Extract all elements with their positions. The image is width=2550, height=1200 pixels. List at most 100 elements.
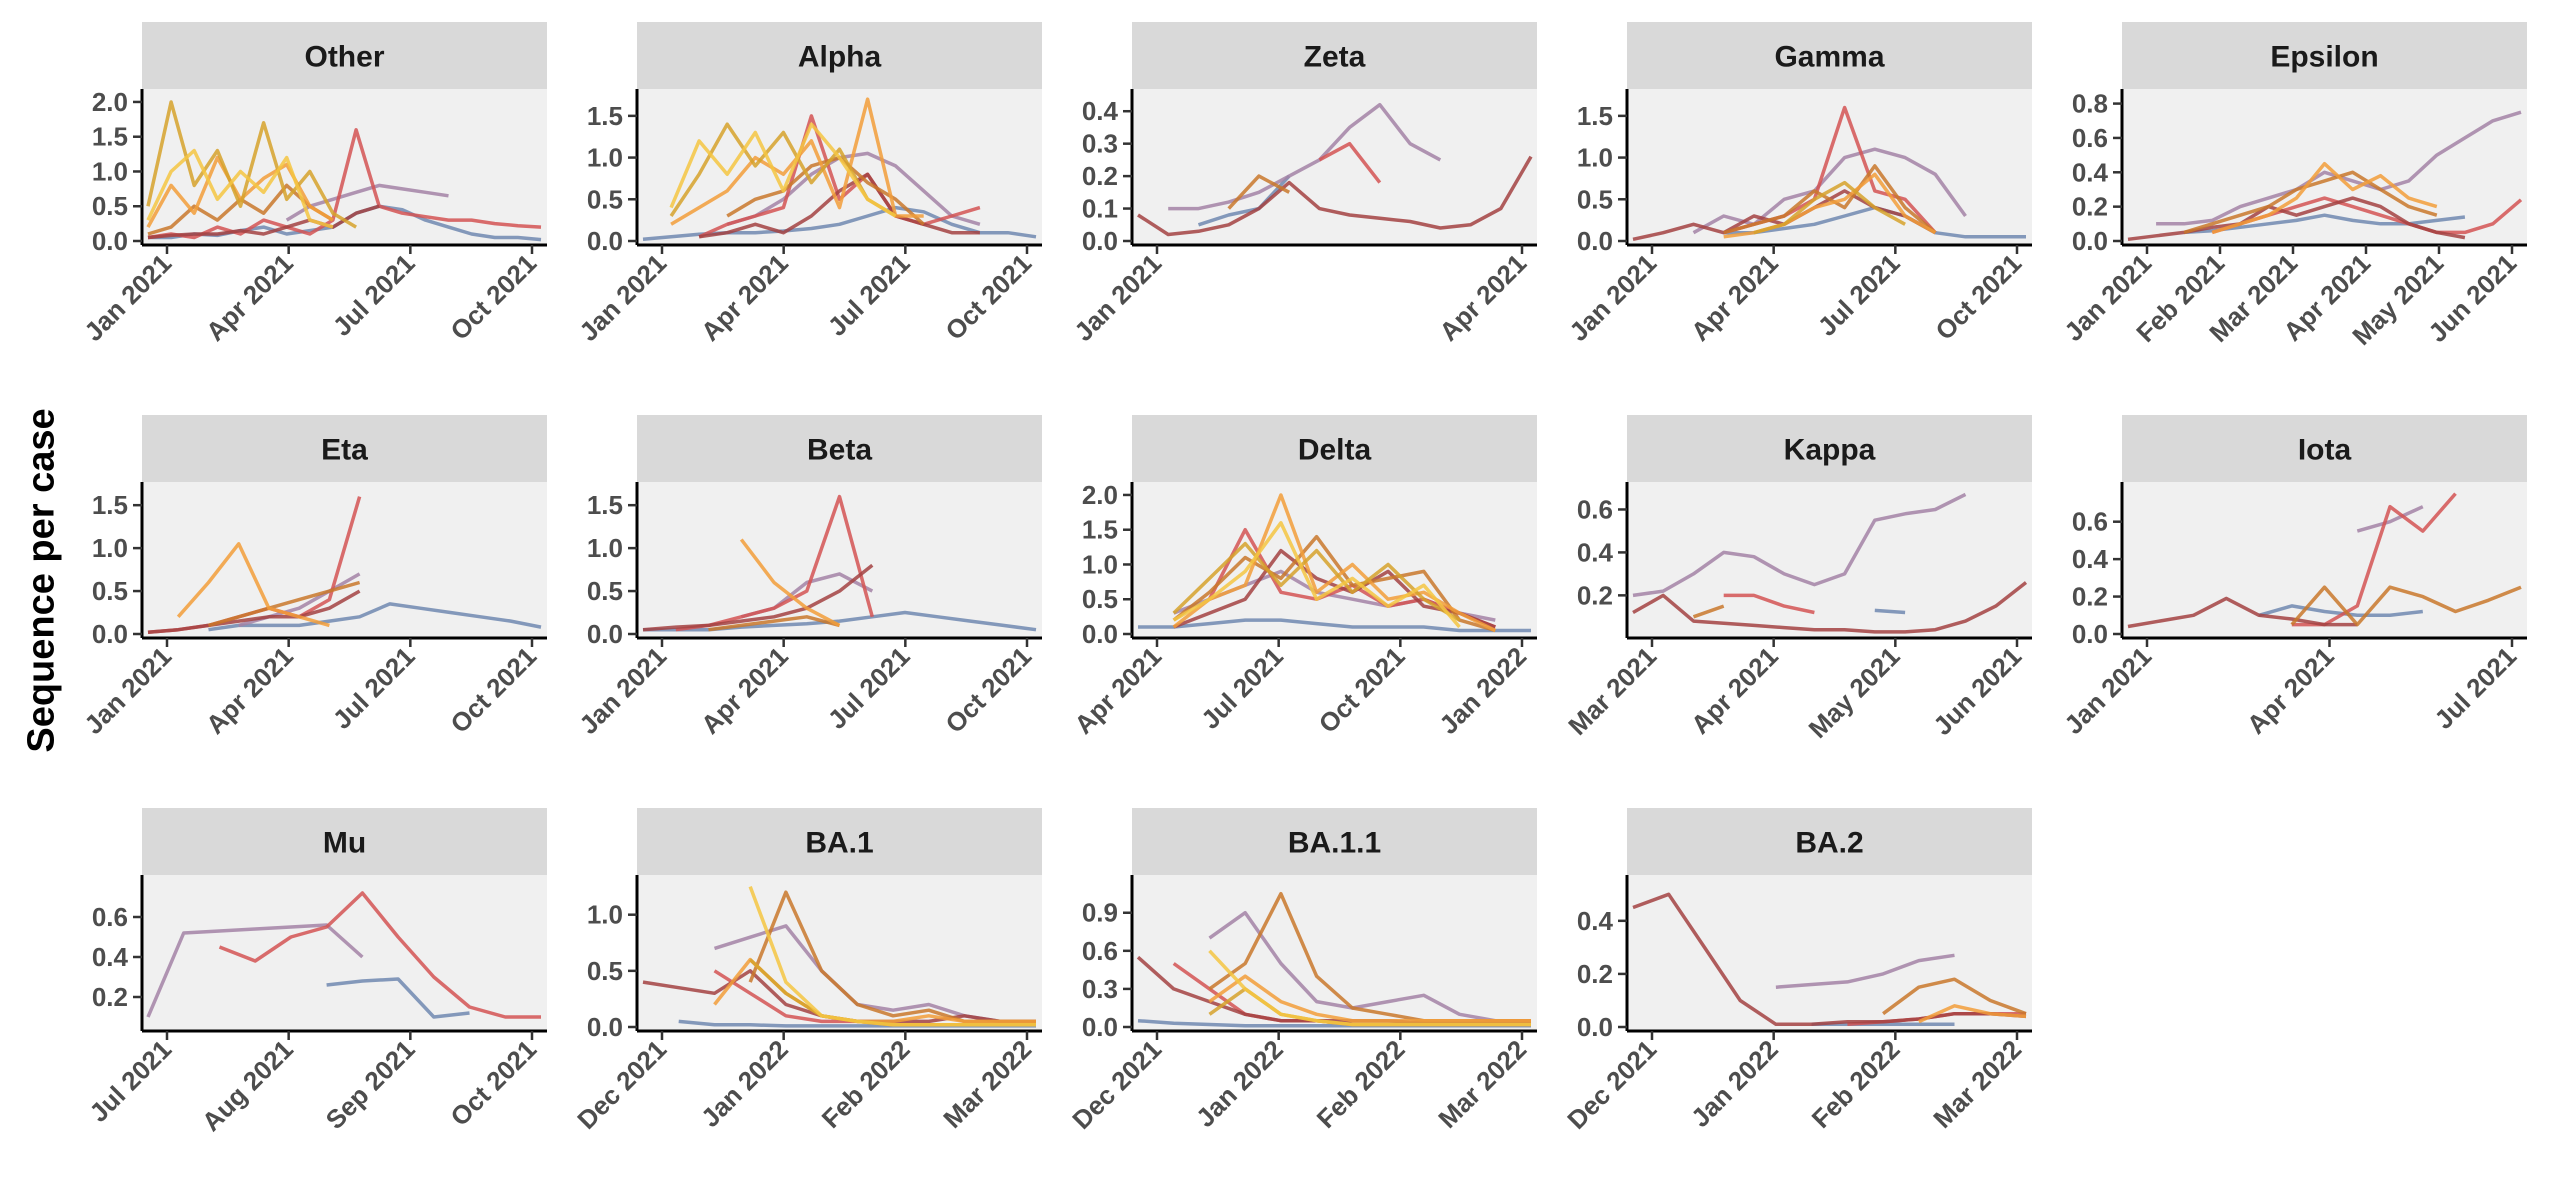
facet-panel: Delta 0.0 0.5 1.0 1.5 2.0 Apr 2021 Jul 2021 Oct … [1068,415,1537,740]
y-tick-label: 0.5 [1577,184,1613,214]
series-line [1208,910,1531,1023]
series-line [708,615,840,632]
facet-title: Epsilon [2270,41,2378,74]
series-line [1632,492,1967,598]
x-tick-label: Mar 2022 [1927,1034,2027,1134]
y-tick-label: 1.0 [587,143,623,173]
facet-strip [142,808,547,875]
y-tick-label: 0.4 [1577,537,1614,567]
x-tick-label: Jan 2022 [1190,1034,1289,1133]
x-tick-label: Oct 2021 [444,1034,542,1132]
series-line [218,891,541,1019]
y-tick-label: 0.1 [1082,194,1118,224]
x-tick-label: Jan 2021 [1563,248,1662,347]
facet-strip [1627,22,2032,89]
series-line [748,885,1036,1027]
series-line [698,172,980,239]
facet-panel: Other 0.0 0.5 1.0 1.5 2.0 Jan 2021 Apr 2021 Jul … [78,22,547,347]
facet-panel: BA.1.1 0.0 0.3 0.6 0.9 Dec 2021 Jan 2022 Feb 20… [1066,808,1537,1135]
facet-panel: BA.2 0.0 0.2 0.4 Dec 2021 Jan 2022 Feb 2022 Mar… [1561,808,2032,1135]
x-tick-label: Feb 2022 [816,1034,916,1134]
x-tick-label: Apr 2021 [200,641,299,740]
series-line [147,204,380,240]
facet-panel: Alpha 0.0 0.5 1.0 1.5 Jan 2021 Apr 2021 Jul 202… [573,22,1042,347]
series-line [2127,596,2358,629]
y-tick-label: 0.2 [1577,580,1613,610]
facet-title: BA.1 [805,827,873,860]
series-line [1227,174,1291,210]
series-line [1318,141,1382,184]
panel-background [1132,89,1537,245]
facet-panel: Eta 0.0 0.5 1.0 1.5 Jan 2021 Apr 2021 Jul 2021 O… [78,415,547,740]
facet-title: Zeta [1304,41,1366,74]
facet-strip [1627,808,2032,875]
y-tick-label: 0.5 [587,184,623,214]
facet-title: Kappa [1784,434,1876,467]
series-line [739,538,841,627]
series-line [1172,534,1496,633]
y-tick-label: 2.0 [92,87,128,117]
x-tick-label: Oct 2021 [939,248,1037,346]
y-tick-label: 0.5 [587,956,623,986]
panel-background [142,482,547,638]
x-tick-label: Apr 2021 [695,248,794,347]
series-line [2183,170,2438,235]
y-tick-label: 0.6 [92,902,128,932]
y-tick-label: 0.6 [2072,123,2108,153]
x-tick-label: Jul 2021 [822,248,916,342]
series-line [1197,174,1291,227]
x-tick-label: Mar 2022 [937,1034,1037,1134]
y-tick-label: 0.2 [1082,161,1118,191]
y-tick-label: 0.0 [2072,619,2108,649]
x-tick-label: Dec 2021 [571,1034,672,1135]
y-tick-label: 0.4 [1082,96,1119,126]
series-line [1918,1004,2027,1024]
series-line [1874,608,1906,615]
y-tick-label: 0.0 [587,1012,623,1042]
y-tick-label: 0.2 [2072,582,2108,612]
y-tick-label: 0.0 [92,619,128,649]
y-tick-label: 0.0 [92,226,128,256]
facet-title: Other [304,41,384,74]
y-tick-label: 0.5 [92,191,128,221]
y-tick-label: 0.4 [92,942,129,972]
facet-strip [142,22,547,89]
series-line [1172,493,1497,633]
x-tick-label: Feb 2022 [1806,1034,1906,1134]
panel-background [142,875,547,1031]
y-tick-label: 1.5 [1082,515,1118,545]
y-tick-label: 0.0 [1577,1012,1613,1042]
y-tick-label: 0.3 [1082,974,1118,1004]
x-tick-label: Jul 2021 [2428,641,2522,735]
series-line [1208,949,1531,1027]
series-line [147,128,542,240]
y-tick-label: 2.0 [1082,480,1118,510]
y-tick-label: 1.0 [92,533,128,563]
x-tick-label: Dec 2021 [1066,1034,1167,1135]
facet-title: Alpha [798,41,882,74]
series-line [176,542,330,628]
y-tick-label: 0.4 [2072,544,2109,574]
x-tick-label: Apr 2021 [1433,248,1532,347]
facet-strip [1627,415,2032,482]
series-line [147,589,361,635]
facet-strip [1132,22,1537,89]
y-tick-label: 1.0 [92,156,128,186]
y-tick-label: 0.6 [1082,936,1118,966]
x-tick-label: Jan 2021 [78,248,177,347]
series-line [642,563,874,632]
x-tick-label: Apr 2021 [200,248,299,347]
facet-title: BA.1.1 [1288,827,1381,860]
series-line [2356,505,2424,533]
y-tick-label: 0.5 [587,576,623,606]
x-tick-label: Jan 2021 [573,641,672,740]
y-tick-label: 0.6 [2072,507,2108,537]
x-tick-label: Oct 2021 [1313,641,1411,739]
y-tick-label: 1.0 [587,533,623,563]
y-tick-label: 0.4 [1577,906,1614,936]
y-tick-label: 0.9 [1082,898,1118,928]
y-tick-label: 1.5 [587,101,623,131]
facet-strip [637,415,1042,482]
x-tick-label: Oct 2021 [444,641,542,739]
y-tick-label: 1.5 [92,490,128,520]
